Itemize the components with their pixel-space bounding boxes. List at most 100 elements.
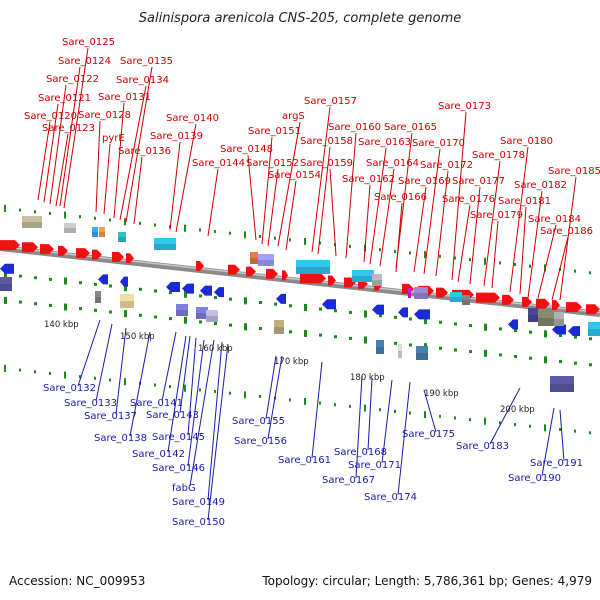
tick-mark xyxy=(64,371,66,379)
tick-mark xyxy=(214,296,217,300)
tick-mark xyxy=(94,308,97,312)
tick-mark xyxy=(589,431,591,435)
forward-leader-line xyxy=(175,123,197,233)
feature-box-shade xyxy=(206,316,218,322)
forward-leader-line xyxy=(379,168,395,267)
tick-mark xyxy=(514,263,516,267)
forward-gene-arrow xyxy=(586,304,600,315)
reverse-gene-arrow xyxy=(98,274,108,285)
feature-box-shade xyxy=(22,222,42,228)
feature-box-shade xyxy=(450,297,462,302)
reverse-gene-label: Sare_0171 xyxy=(348,460,401,471)
forward-gene-label: Sare_0134 xyxy=(116,75,169,86)
reverse-gene-label: Sare_0155 xyxy=(232,416,285,427)
tick-mark xyxy=(544,330,547,338)
forward-gene-label: Sare_0121 xyxy=(38,93,91,104)
forward-leader-line xyxy=(483,160,501,287)
tick-mark xyxy=(334,335,337,339)
forward-leader-line xyxy=(509,146,529,293)
forward-gene-label: Sare_0173 xyxy=(438,101,491,112)
reverse-leader-line xyxy=(77,319,101,387)
tick-mark xyxy=(289,330,292,334)
tick-mark xyxy=(274,302,277,306)
feature-box xyxy=(196,307,208,319)
tick-mark xyxy=(4,364,6,372)
reverse-gene-label: Sare_0146 xyxy=(152,463,205,474)
tick-mark xyxy=(544,424,546,432)
forward-gene-arrow xyxy=(228,264,240,275)
feature-box xyxy=(296,260,330,274)
forward-gene-arrow xyxy=(552,300,560,311)
tick-mark xyxy=(214,390,216,394)
tick-mark xyxy=(394,315,397,319)
feature-box xyxy=(22,216,42,228)
tick-mark xyxy=(364,404,366,412)
forward-gene-arrow xyxy=(76,248,90,259)
tick-mark xyxy=(319,401,321,405)
feature-box-shade xyxy=(352,276,374,282)
reverse-gene-arrow xyxy=(568,326,580,337)
forward-gene-label: Sare_0172 xyxy=(420,160,473,171)
forward-gene-label: Sare_0136 xyxy=(118,146,171,157)
tick-mark xyxy=(514,355,517,359)
forward-gene-label: Sare_0184 xyxy=(528,214,581,225)
reverse-gene-label: Sare_0133 xyxy=(64,398,117,409)
forward-gene-label: Sare_0139 xyxy=(150,131,203,142)
tick-mark xyxy=(244,323,247,331)
forward-gene-label: argS xyxy=(282,111,305,122)
forward-gene-label: Sare_0159 xyxy=(300,158,353,169)
feature-box xyxy=(120,294,134,308)
tick-mark xyxy=(424,251,426,259)
tick-mark xyxy=(499,353,502,357)
tick-mark xyxy=(349,336,352,340)
tick-mark xyxy=(19,300,22,304)
tick-mark xyxy=(529,356,532,360)
forward-gene-label: Sare_0163 xyxy=(358,137,411,148)
tick-mark xyxy=(319,333,322,337)
tick-mark xyxy=(34,302,37,306)
forward-leader-line xyxy=(267,168,279,247)
tick-mark xyxy=(409,251,411,255)
forward-gene-label: Sare_0176 xyxy=(442,194,495,205)
tick-mark xyxy=(49,211,51,215)
tick-mark xyxy=(139,221,141,225)
forward-gene-arrow xyxy=(436,287,448,298)
tick-mark xyxy=(379,248,381,252)
forward-gene-label: Sare_0122 xyxy=(46,74,99,85)
forward-gene-label: Sare_0177 xyxy=(452,176,505,187)
tick-mark xyxy=(529,264,531,268)
reverse-gene-label: Sare_0138 xyxy=(94,433,147,444)
kbp-coordinate-label: 140 kbp xyxy=(44,320,79,330)
reverse-gene-label: Sare_0132 xyxy=(43,383,96,394)
tick-mark xyxy=(409,411,411,415)
tick-mark xyxy=(154,383,156,387)
tick-mark xyxy=(439,254,441,258)
tick-mark xyxy=(589,271,591,275)
reverse-gene-label: Sare_0156 xyxy=(234,436,287,447)
reverse-leader-line xyxy=(311,361,323,459)
feature-box-shade xyxy=(92,232,98,237)
feature-box xyxy=(154,238,176,250)
tick-mark xyxy=(184,316,187,324)
reverse-leader-line xyxy=(189,339,215,487)
forward-leader-line xyxy=(311,106,331,253)
forward-gene-label: Sare_0178 xyxy=(472,150,525,161)
tick-mark xyxy=(469,324,472,328)
tick-mark xyxy=(499,261,501,265)
forward-gene-arrow xyxy=(40,244,54,255)
reverse-gene-label: Sare_0175 xyxy=(402,429,455,440)
tick-mark xyxy=(484,349,487,357)
tick-mark xyxy=(4,270,7,278)
reverse-gene-label: Sare_0190 xyxy=(508,473,561,484)
tick-mark xyxy=(214,230,216,234)
kbp-coordinate-label: 170 kbp xyxy=(274,357,309,367)
reverse-leader-line xyxy=(267,355,283,440)
tick-mark xyxy=(259,394,261,398)
feature-box xyxy=(414,287,428,299)
reverse-leader-line xyxy=(381,379,393,464)
forward-gene-label: Sare_0135 xyxy=(120,56,173,67)
feature-box xyxy=(408,288,411,298)
accession-text: Accession: NC_009953 xyxy=(9,574,146,588)
reverse-gene-arrow xyxy=(214,287,224,298)
tick-mark xyxy=(304,397,306,405)
